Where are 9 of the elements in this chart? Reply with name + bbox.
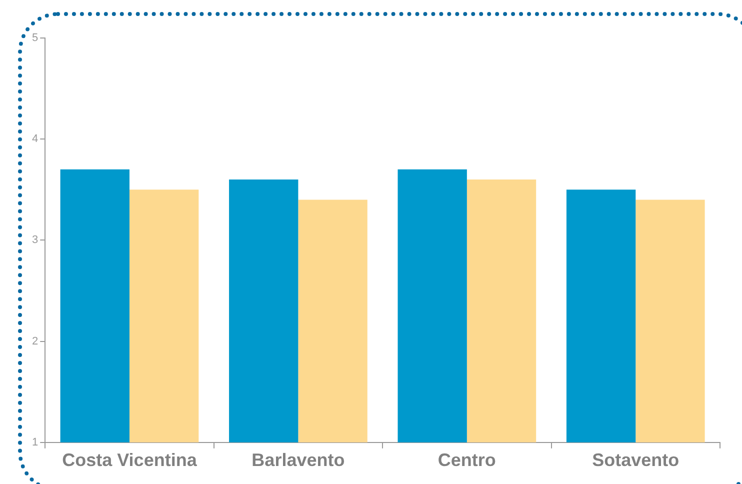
x-tick-label: Sotavento bbox=[592, 450, 680, 470]
y-tick-label: 5 bbox=[32, 32, 38, 44]
x-tick-label: Barlavento bbox=[252, 450, 345, 470]
x-tick-label: Costa Vicentina bbox=[62, 450, 198, 470]
x-tick-label: Centro bbox=[438, 450, 496, 470]
y-tick-label: 2 bbox=[32, 335, 38, 348]
y-tick-label: 4 bbox=[32, 133, 38, 146]
y-tick-label: 1 bbox=[32, 436, 38, 448]
y-tick-label: 3 bbox=[32, 234, 38, 246]
